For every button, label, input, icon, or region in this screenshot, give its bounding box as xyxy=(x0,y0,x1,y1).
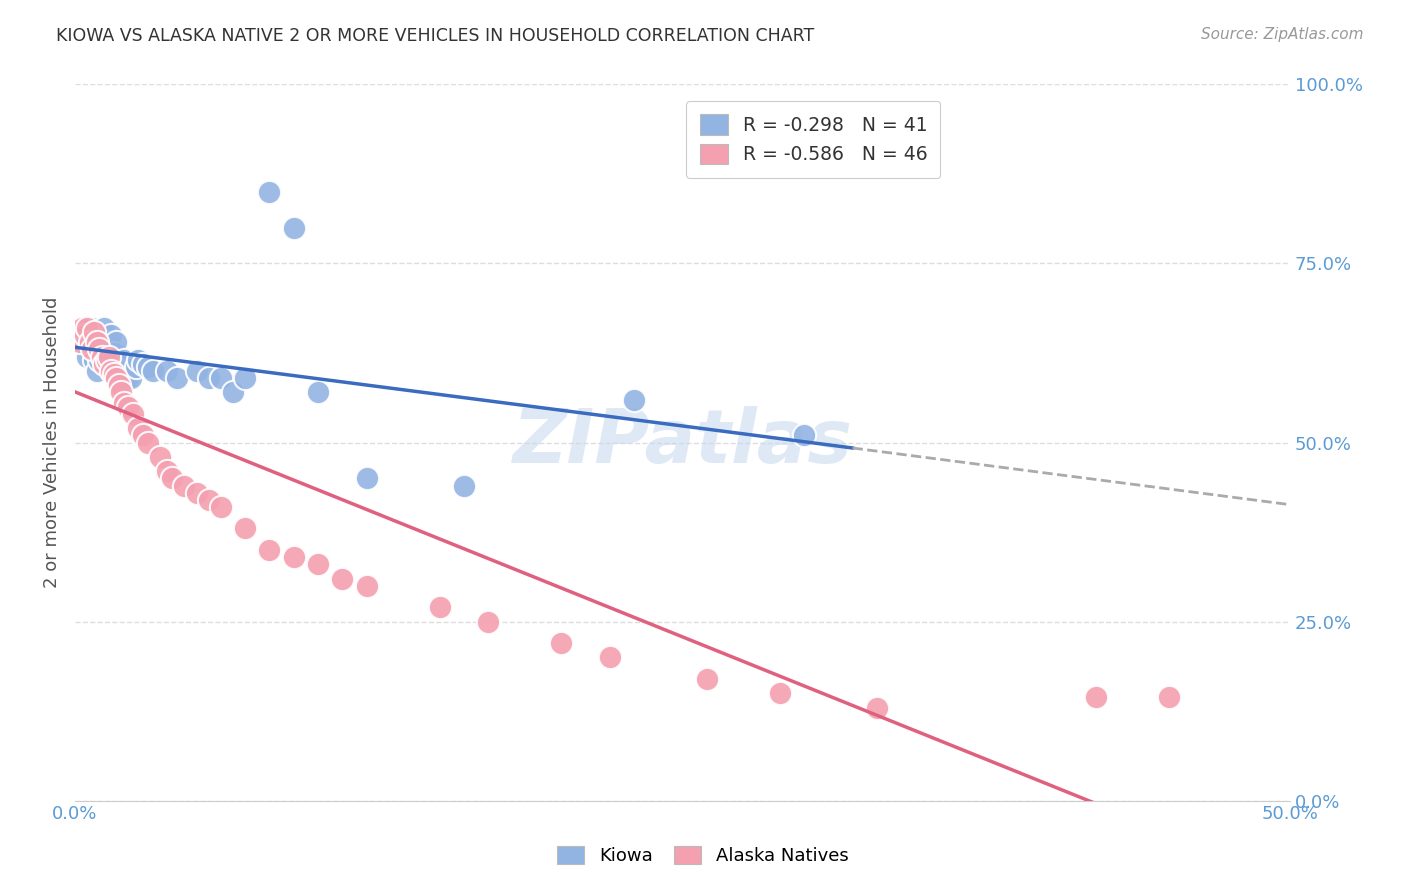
Point xyxy=(356,579,378,593)
Point xyxy=(96,353,118,368)
Point xyxy=(100,328,122,343)
Point xyxy=(160,471,183,485)
Text: ZIPatlas: ZIPatlas xyxy=(513,406,852,479)
Point xyxy=(259,185,281,199)
Point xyxy=(93,357,115,371)
Point xyxy=(166,371,188,385)
Point xyxy=(98,343,121,357)
Text: Source: ZipAtlas.com: Source: ZipAtlas.com xyxy=(1201,27,1364,42)
Point xyxy=(599,650,621,665)
Point xyxy=(283,550,305,565)
Point xyxy=(117,371,139,385)
Y-axis label: 2 or more Vehicles in Household: 2 or more Vehicles in Household xyxy=(44,297,60,588)
Point xyxy=(100,364,122,378)
Point xyxy=(793,428,815,442)
Point xyxy=(307,558,329,572)
Point xyxy=(233,371,256,385)
Point xyxy=(107,357,129,371)
Point xyxy=(132,428,155,442)
Point xyxy=(89,353,111,368)
Legend: Kiowa, Alaska Natives: Kiowa, Alaska Natives xyxy=(550,838,856,872)
Point xyxy=(233,521,256,535)
Point xyxy=(1157,690,1180,704)
Point xyxy=(120,371,142,385)
Legend: R = -0.298   N = 41, R = -0.586   N = 46: R = -0.298 N = 41, R = -0.586 N = 46 xyxy=(686,101,941,178)
Point xyxy=(186,364,208,378)
Point xyxy=(76,350,98,364)
Point xyxy=(453,478,475,492)
Text: KIOWA VS ALASKA NATIVE 2 OR MORE VEHICLES IN HOUSEHOLD CORRELATION CHART: KIOWA VS ALASKA NATIVE 2 OR MORE VEHICLE… xyxy=(56,27,814,45)
Point xyxy=(83,353,105,368)
Point xyxy=(83,325,105,339)
Point xyxy=(197,371,219,385)
Point xyxy=(356,471,378,485)
Point xyxy=(112,396,135,410)
Point xyxy=(259,543,281,558)
Point xyxy=(73,328,96,343)
Point xyxy=(550,636,572,650)
Point xyxy=(79,335,101,350)
Point xyxy=(110,385,132,400)
Point xyxy=(122,407,145,421)
Point xyxy=(103,346,125,360)
Point xyxy=(105,371,128,385)
Point xyxy=(98,350,121,364)
Point xyxy=(105,335,128,350)
Point xyxy=(132,357,155,371)
Point xyxy=(73,321,96,335)
Point xyxy=(93,321,115,335)
Point xyxy=(110,364,132,378)
Point xyxy=(80,343,103,357)
Point xyxy=(127,353,149,368)
Point xyxy=(477,615,499,629)
Point xyxy=(136,360,159,375)
Point xyxy=(330,572,353,586)
Point xyxy=(696,672,718,686)
Point xyxy=(89,343,111,357)
Point xyxy=(156,464,179,478)
Point xyxy=(76,321,98,335)
Point xyxy=(117,400,139,414)
Point xyxy=(283,220,305,235)
Point xyxy=(103,368,125,382)
Point xyxy=(209,500,232,514)
Point xyxy=(107,378,129,392)
Point xyxy=(96,335,118,350)
Point xyxy=(89,335,111,350)
Point xyxy=(86,335,108,350)
Point xyxy=(93,350,115,364)
Point xyxy=(80,321,103,335)
Point xyxy=(125,360,148,375)
Point xyxy=(69,335,91,350)
Point xyxy=(307,385,329,400)
Point xyxy=(186,485,208,500)
Point xyxy=(86,364,108,378)
Point xyxy=(623,392,645,407)
Point xyxy=(79,335,101,350)
Point xyxy=(1084,690,1107,704)
Point xyxy=(769,686,792,700)
Point xyxy=(173,478,195,492)
Point xyxy=(156,364,179,378)
Point xyxy=(197,492,219,507)
Point xyxy=(149,450,172,464)
Point xyxy=(69,335,91,350)
Point xyxy=(72,321,94,335)
Point xyxy=(136,435,159,450)
Point xyxy=(429,600,451,615)
Point xyxy=(209,371,232,385)
Point xyxy=(866,700,889,714)
Point xyxy=(222,385,245,400)
Point xyxy=(112,353,135,368)
Point xyxy=(127,421,149,435)
Point xyxy=(90,346,112,360)
Point xyxy=(90,350,112,364)
Point xyxy=(142,364,165,378)
